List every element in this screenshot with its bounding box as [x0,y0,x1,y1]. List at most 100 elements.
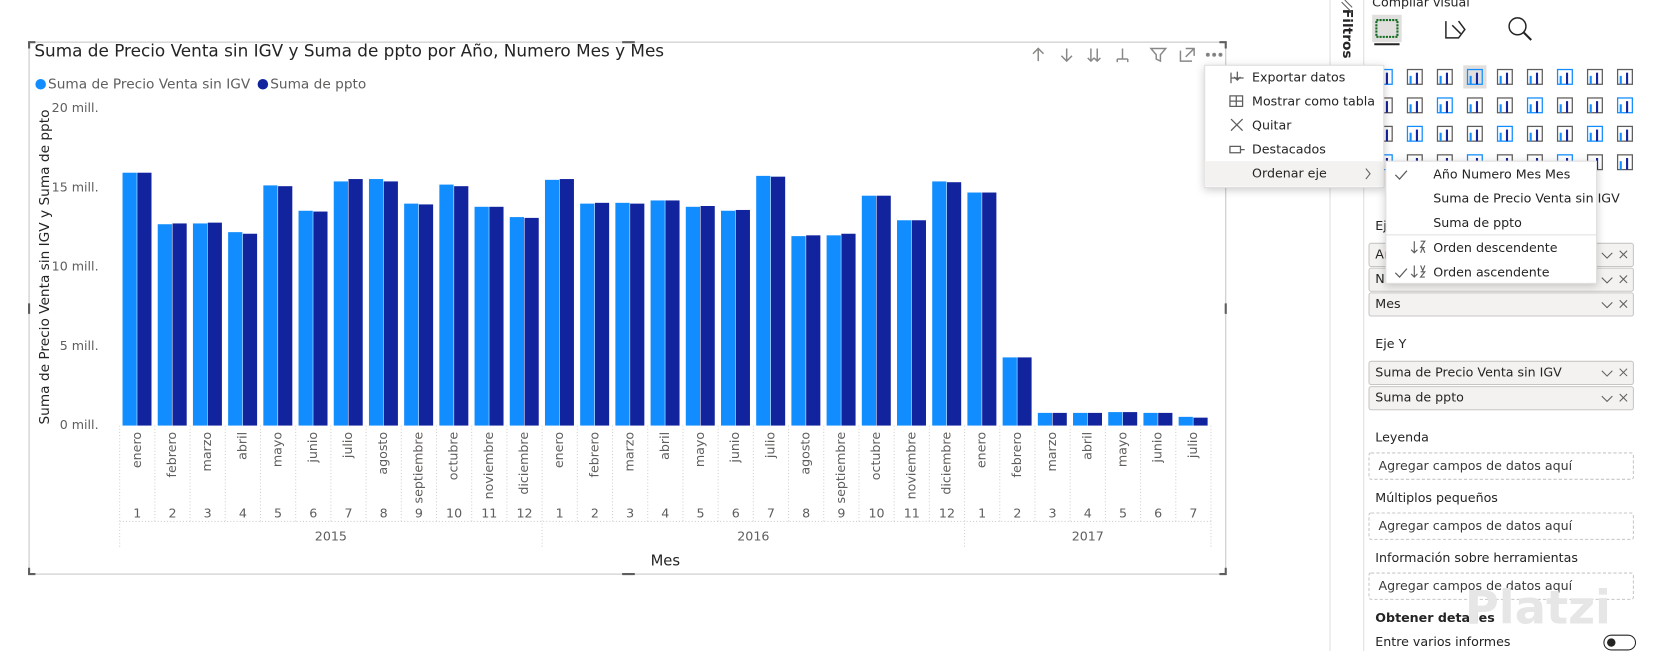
format-tab[interactable] [1445,20,1466,39]
bar [946,182,962,426]
drop-zone[interactable] [1368,452,1634,480]
filters-tab[interactable]: Filtros [1339,9,1355,59]
visual-icon[interactable] [1496,97,1513,114]
visual-icon[interactable] [1586,68,1603,85]
submenu-item[interactable]: Suma de ppto [1433,215,1522,230]
bar [207,222,222,426]
context-menu: Exportar datos Mostrar como tabla Quitar De… [1204,64,1385,189]
menu-item[interactable]: Ordenar eje [1252,166,1327,181]
field-pill[interactable] [1368,292,1634,317]
bar [559,179,574,426]
menu-item[interactable]: Destacados [1252,142,1326,157]
analytics-tab[interactable] [1508,17,1527,36]
visual-toolbar[interactable] [1032,47,1223,63]
month-number-label: 3 [1049,506,1057,521]
watermark: Platzi [1465,580,1611,634]
visual-icon[interactable] [1466,68,1483,85]
month-number-label: 11 [481,506,497,521]
bar [897,220,912,426]
field-remove[interactable] [1619,393,1628,402]
well-title: Información sobre herramientas [1375,550,1578,565]
y-tick-label: 15 mill. [52,179,99,194]
legend-marker [35,79,46,90]
legend-label: Suma de ppto [270,76,366,92]
visual-icon[interactable] [1436,68,1453,85]
visual-icon[interactable] [1526,97,1543,114]
submenu: Año Numero Mes Mes Suma de Precio Venta s… [1385,160,1620,284]
visual-icon[interactable] [1466,97,1483,114]
visual-icon[interactable] [1436,97,1453,114]
visual-icon[interactable] [1436,125,1453,142]
x-tick-label: junio [1150,432,1165,464]
x-tick-label: enero [129,432,144,468]
bar [982,192,997,426]
month-number-label: 12 [516,506,532,521]
visual-icon[interactable] [1556,125,1573,142]
x-tick-label: julio [762,432,777,460]
drop-zone[interactable] [1368,512,1634,540]
visual-icon[interactable] [1526,68,1543,85]
menu-item[interactable]: Quitar [1252,117,1292,132]
month-number-label: 3 [204,506,212,521]
bar [172,223,187,426]
drop-zone-placeholder: Agregar campos de datos aquí [1378,578,1572,593]
submenu-item[interactable]: Orden descendente [1433,240,1558,255]
field-pill[interactable] [1368,386,1634,411]
month-number-label: 1 [133,506,141,521]
y-tick-label: 0 mill. [60,417,99,432]
field-remove[interactable] [1619,250,1628,259]
month-number-label: 10 [869,506,885,521]
x-tick-label: diciembre [938,432,953,495]
visual-icon[interactable] [1526,125,1543,142]
field-pill[interactable] [1368,360,1634,386]
visual-icon[interactable] [1466,125,1483,142]
visual-icon[interactable] [1616,68,1633,85]
month-number-label: 4 [239,506,247,521]
month-number-label: 1 [556,506,564,521]
submenu-item[interactable]: Orden ascendente [1433,264,1549,279]
month-number-label: 9 [837,506,845,521]
bar [1002,357,1017,426]
x-axis-title: Mes [651,552,680,569]
visual-icon[interactable] [1496,68,1513,85]
field-remove[interactable] [1619,299,1628,308]
menu-item[interactable]: Mostrar como tabla [1252,93,1375,108]
bar [967,192,982,426]
drop-zone-placeholder: Agregar campos de datos aquí [1378,518,1572,533]
bar [791,236,806,426]
visual-icon[interactable] [1556,97,1573,114]
bar [1122,412,1138,426]
field-remove[interactable] [1619,368,1628,377]
month-number-label: 3 [626,506,634,521]
submenu-item[interactable]: Año Numero Mes Mes [1433,166,1570,181]
menu-icons [1229,71,1245,154]
x-tick-label: junio [305,432,320,464]
well-title: Eje Y [1375,336,1406,351]
field-chevron [1601,395,1613,403]
drop-zone-placeholder: Agregar campos de datos aquí [1378,458,1572,473]
visual-icon[interactable] [1616,97,1633,114]
visual-icon[interactable] [1616,154,1633,171]
bar [756,175,771,426]
x-tick-label: diciembre [516,432,531,495]
submenu-item[interactable]: Suma de Precio Venta sin IGV [1433,191,1620,206]
check-mark [1394,268,1408,278]
bar [932,181,947,426]
visual-icon[interactable] [1406,97,1423,114]
visual-icon[interactable] [1406,125,1423,142]
field-remove[interactable] [1619,275,1628,284]
visual-icon[interactable] [1616,125,1633,142]
toggle-knob [1607,638,1616,647]
drop-zone[interactable] [1368,572,1634,600]
visual-icon[interactable] [1586,97,1603,114]
chart: Suma de Precio Venta sin IGV Suma de ppto… [35,76,1212,569]
field-chevron [1601,370,1613,377]
visual-icon[interactable] [1586,125,1603,142]
menu-item[interactable]: Exportar datos [1252,69,1345,84]
x-tick-label: julio [1185,432,1200,460]
visual-icon[interactable] [1556,68,1573,85]
visual-icon[interactable] [1496,125,1513,142]
visual-icon[interactable] [1406,68,1423,85]
sort-icons [1410,240,1427,278]
month-number-label: 7 [344,506,352,521]
